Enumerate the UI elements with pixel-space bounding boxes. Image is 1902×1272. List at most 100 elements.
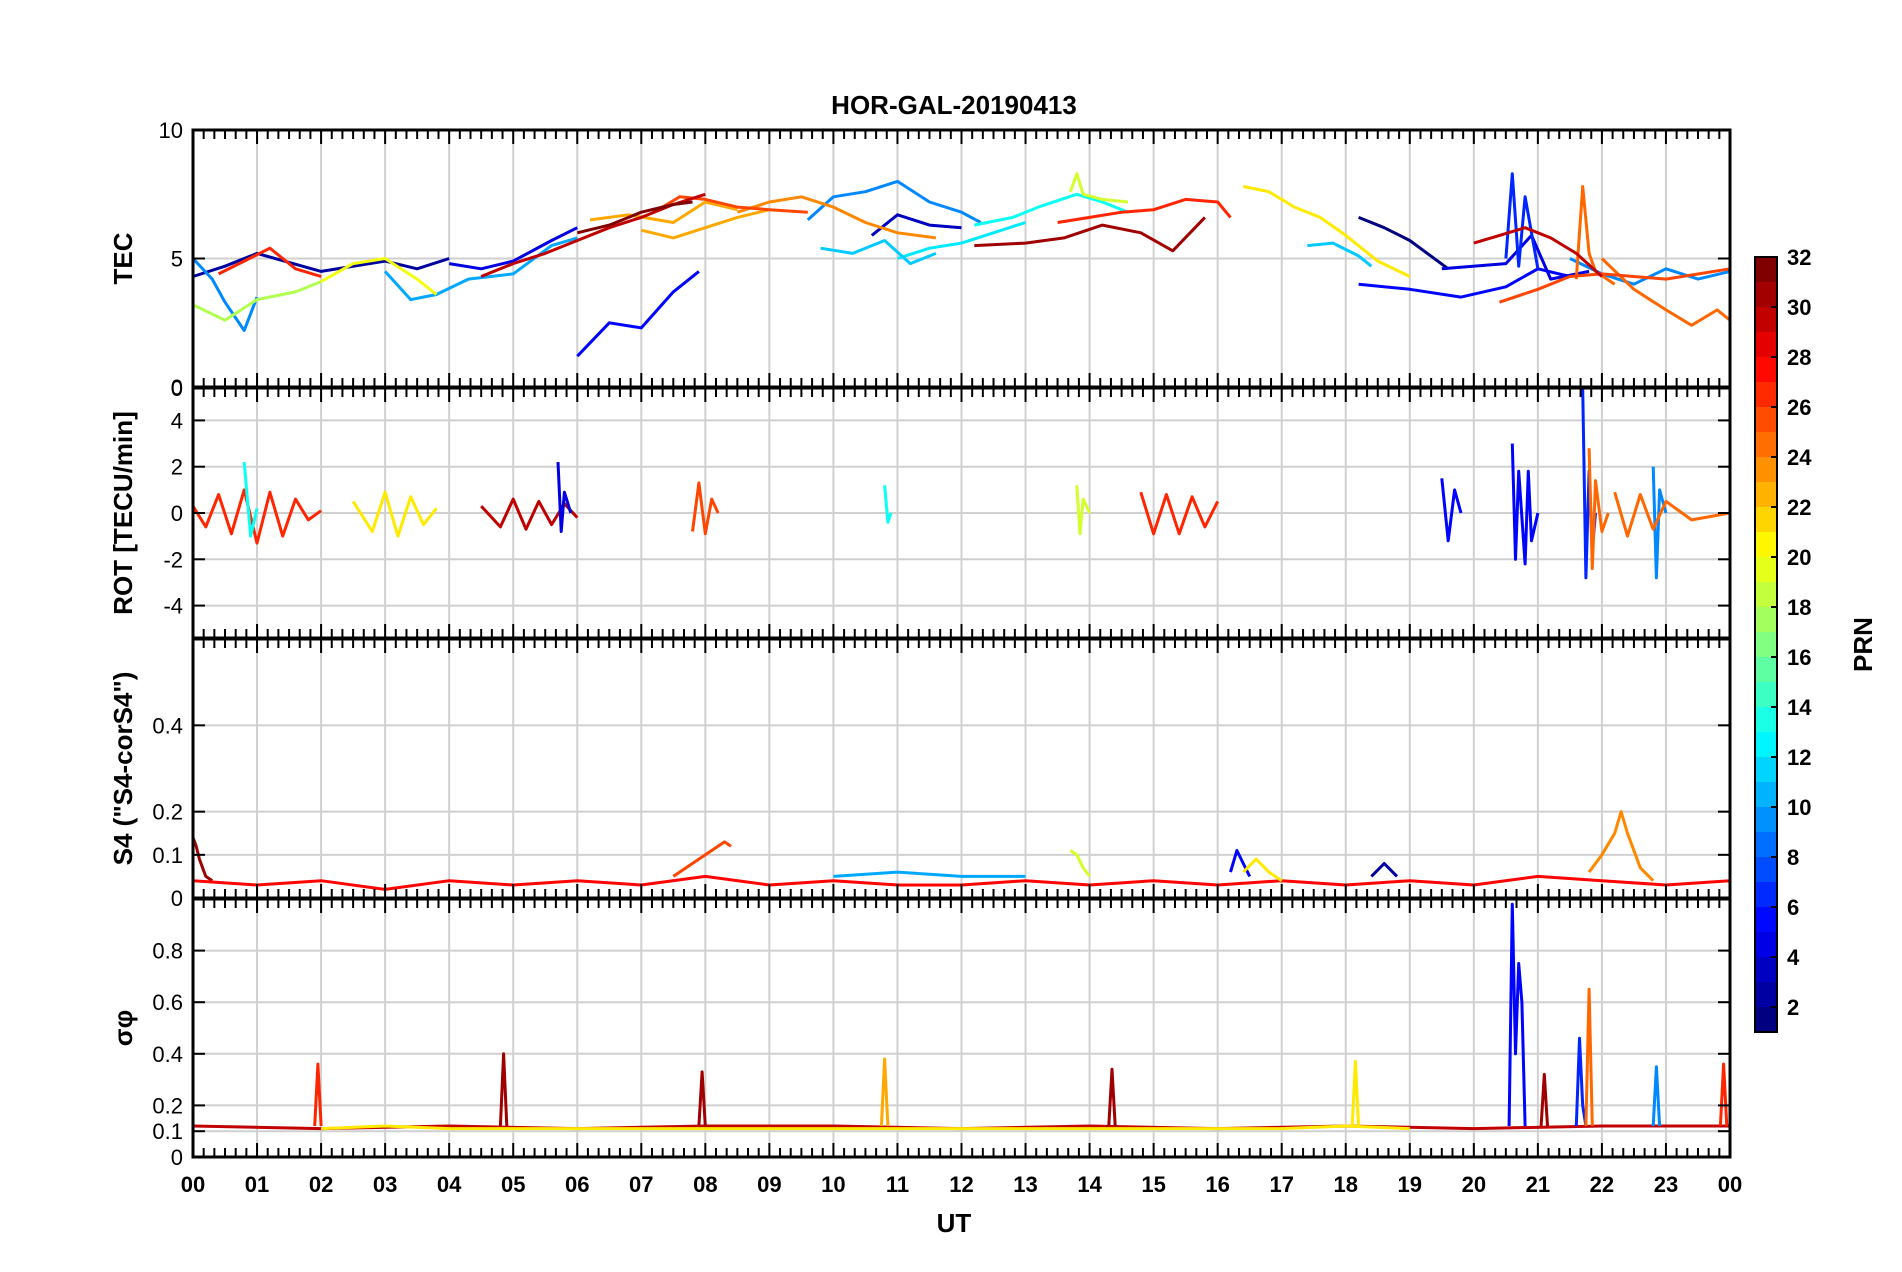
- series-line-prn-31: [1107, 1067, 1117, 1127]
- series-line-prn-21: [351, 490, 438, 538]
- series-line-prn-19: [1068, 172, 1129, 204]
- series-line-prn-6: [1574, 1036, 1588, 1127]
- series-line-prn-23: [640, 208, 770, 240]
- colorbar-label: PRN: [1848, 617, 1878, 672]
- x-tick-label: 14: [1077, 1172, 1102, 1197]
- series-line-prn-25: [1584, 987, 1594, 1127]
- x-tick-label: 16: [1205, 1172, 1229, 1197]
- colorbar-tick-label: 2: [1787, 995, 1799, 1020]
- series-line-prn-4: [448, 226, 578, 271]
- x-tick-label: 13: [1013, 1172, 1037, 1197]
- series-line-prn-31: [1539, 1072, 1549, 1127]
- x-tick-label: 07: [629, 1172, 653, 1197]
- x-tick-label: 00: [1718, 1172, 1742, 1197]
- panel-sigma: 00.10.2 0.4 0.6 0.8 σφ: [108, 897, 1732, 1170]
- series-line-prn-3: [870, 213, 962, 237]
- y-tick-label: 0: [171, 376, 183, 401]
- series-line-prn-4: [556, 462, 573, 533]
- colorbar-tick-label: 10: [1787, 795, 1811, 820]
- series-line-prn-11: [1307, 241, 1373, 268]
- x-tick-labels: 00 01 02 03 04 05 06 07 08 09 10 11 12 13 14 15 16 17 18 19…: [181, 1172, 1742, 1197]
- y-tick-label: 0.4: [152, 713, 183, 738]
- y-axis-label-s4: S4 ("S4-corS4"): [108, 672, 138, 866]
- x-tick-label: 09: [757, 1172, 781, 1197]
- x-tick-label: 08: [693, 1172, 717, 1197]
- colorbar-tick-label: 8: [1787, 845, 1799, 870]
- series-line-prn-9: [1651, 1065, 1662, 1127]
- x-tick-label: 12: [949, 1172, 973, 1197]
- series-line-prn-25: [1613, 491, 1731, 538]
- series-line-prn-2: [192, 251, 450, 278]
- y-tick-label: 0.2: [152, 1093, 183, 1118]
- y-axis-label-rot: ROT [TECU/min]: [108, 411, 138, 615]
- series-line-prn-26: [653, 195, 808, 214]
- series-line-prn-12: [897, 221, 1026, 260]
- y-tick-label: 4: [171, 408, 183, 433]
- series-line-prn-9: [806, 179, 982, 224]
- y-tick-label: 0: [171, 375, 183, 400]
- series-line-prn-5: [1440, 478, 1463, 543]
- y-tick-label: 2: [171, 455, 183, 480]
- series-line-prn-5: [576, 270, 700, 358]
- series-line-prn-21: [321, 1124, 1410, 1131]
- colorbar-tick-label: 12: [1787, 745, 1811, 770]
- series-line-prn-25: [1587, 448, 1610, 571]
- x-tick-label: 20: [1462, 1172, 1486, 1197]
- series-line-prn-30: [1473, 226, 1603, 278]
- colorbar-scale: [1754, 256, 1778, 1033]
- y-tick-label: 0: [171, 886, 183, 911]
- colorbar-tick-label: 4: [1787, 945, 1800, 970]
- x-tick-label: 15: [1141, 1172, 1165, 1197]
- y-tick-label: 0.6: [152, 990, 183, 1015]
- y-tick-label: 5: [171, 247, 183, 272]
- x-tick-label: 01: [245, 1172, 269, 1197]
- series-line-prn-24: [1587, 810, 1655, 882]
- panel-rot: 0 4 2 0 -2 -4 ROT [TECU/min]: [108, 376, 1732, 640]
- x-tick-label: 11: [886, 1172, 909, 1197]
- colorbar-tick-label: 30: [1787, 295, 1811, 320]
- y-tick-label: 0.2: [152, 800, 183, 825]
- series-line-prn-24: [736, 195, 937, 240]
- colorbar-tick-label: 16: [1787, 645, 1811, 670]
- series-line-prn-10: [383, 236, 578, 302]
- series-line-prn-21: [1243, 185, 1411, 278]
- series-line-prn-23: [589, 200, 738, 224]
- colorbar-tick-label: 32: [1787, 245, 1811, 270]
- series-line-prn-20: [320, 257, 438, 296]
- series-line-prn-21: [1242, 857, 1283, 882]
- colorbar-tick-label: 24: [1787, 445, 1812, 470]
- colorbar-tick-label: 26: [1787, 395, 1811, 420]
- series-line-prn-13: [883, 485, 893, 524]
- x-tick-label: 05: [501, 1172, 525, 1197]
- y-tick-label: -4: [163, 594, 183, 619]
- colorbar-tick-label: 14: [1787, 695, 1812, 720]
- series-line-prn-6: [1504, 172, 1540, 270]
- y-tick-label: 0.4: [152, 1042, 183, 1067]
- series-line-prn-27: [313, 1062, 323, 1127]
- series-line-prn-26: [691, 481, 720, 536]
- series-line-prn-31: [974, 216, 1206, 253]
- colorbar-tick-label: 28: [1787, 345, 1811, 370]
- series-line-prn-27: [191, 488, 322, 545]
- x-axis-label: UT: [937, 1208, 972, 1238]
- x-tick-label: 18: [1334, 1172, 1358, 1197]
- series-line-prn-13: [974, 192, 1129, 227]
- series-line-prn-5: [1510, 443, 1540, 566]
- series-line-prn-32: [576, 200, 693, 235]
- series-line-prn-23: [879, 1057, 890, 1127]
- series-line-prn-1: [1358, 216, 1450, 271]
- series-line-prn-11: [820, 239, 937, 266]
- x-tick-label: 22: [1590, 1172, 1614, 1197]
- y-axis-label-tec: TEC: [108, 232, 138, 284]
- y-tick-label: 0: [171, 1145, 183, 1170]
- series-line-prn-19: [1075, 485, 1091, 536]
- x-tick-label: 23: [1654, 1172, 1678, 1197]
- series-line-prn-27: [1057, 197, 1232, 224]
- x-tick-label: 19: [1398, 1172, 1422, 1197]
- colorbar-tick-label: 20: [1787, 545, 1811, 570]
- y-axis-label-sigma: σφ: [108, 1010, 138, 1046]
- series-line-prn-31: [191, 837, 214, 882]
- y-tick-label: -2: [163, 547, 183, 572]
